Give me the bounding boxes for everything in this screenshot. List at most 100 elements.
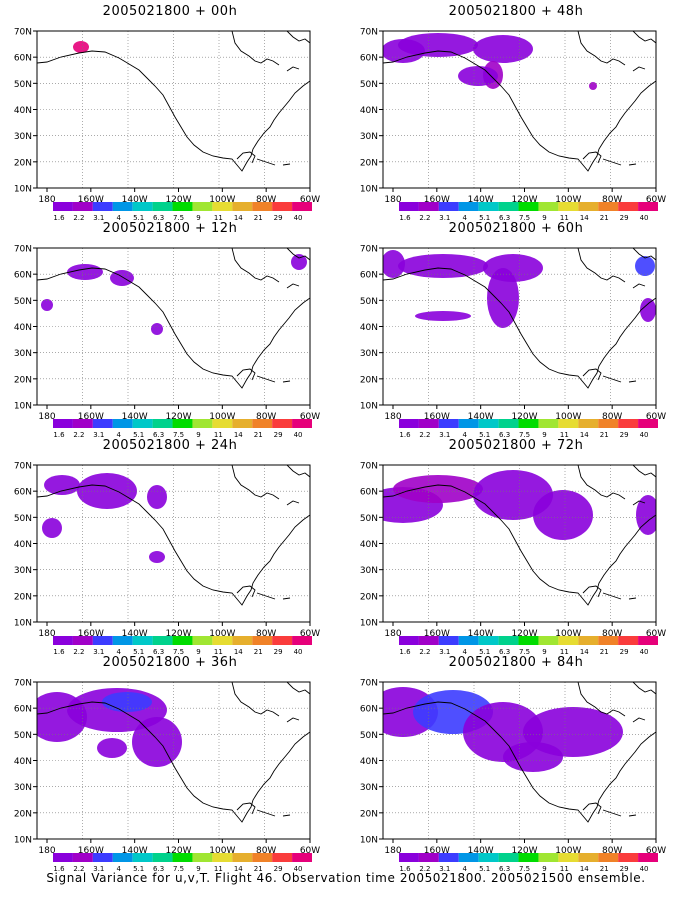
- colorbar-swatch: [72, 202, 93, 211]
- latitude-label: 40N: [14, 323, 32, 333]
- latitude-label: 10N: [360, 185, 378, 195]
- variance-contour: [415, 311, 471, 321]
- latitude-label: 60N: [360, 54, 378, 64]
- variance-contour: [636, 495, 656, 535]
- latitude-label: 20N: [14, 375, 32, 385]
- coastline: [256, 592, 276, 600]
- colorbar-swatch: [538, 202, 559, 211]
- latitude-label: 20N: [360, 592, 378, 602]
- variance-contour: [44, 475, 80, 495]
- colorbar-label: 14: [580, 865, 589, 871]
- longitude-label: 140W: [468, 195, 494, 205]
- latitude-label: 70N: [360, 28, 378, 38]
- colorbar-label: 11: [214, 214, 223, 220]
- longitude-label: 100W: [209, 629, 235, 639]
- coastline: [628, 380, 637, 383]
- colorbar-swatch: [578, 853, 599, 862]
- latitude-label: 20N: [360, 375, 378, 385]
- latitude-label: 50N: [14, 297, 32, 307]
- latitude-label: 20N: [360, 158, 378, 168]
- colorbar-label: 11: [560, 431, 569, 437]
- longitude-label: 180: [384, 195, 401, 205]
- coastline: [286, 248, 310, 261]
- latitude-label: 10N: [360, 836, 378, 846]
- colorbar-label: 21: [600, 865, 609, 871]
- panel-title: 2005021800 + 12h: [102, 221, 238, 236]
- colorbar-swatch: [192, 419, 213, 428]
- longitude-label: 140W: [122, 629, 148, 639]
- colorbar-label: 29: [620, 214, 629, 220]
- colorbar-label: 11: [560, 214, 569, 220]
- colorbar-swatch: [252, 636, 273, 645]
- map-panel: 2005021800 + 84h 70N 60N 50N 40N 30N 20N 10N 180…: [346, 655, 686, 871]
- latitude-label: 10N: [360, 619, 378, 629]
- colorbar-label: 2.2: [419, 214, 430, 220]
- colorbar-swatch: [438, 419, 459, 428]
- latitude-label: 10N: [14, 402, 32, 412]
- colorbar-swatch: [92, 853, 113, 862]
- longitude-label: 100W: [209, 846, 235, 856]
- longitude-label: 120W: [511, 412, 537, 422]
- coastline: [632, 682, 656, 695]
- panel-title: 2005021800 + 84h: [448, 655, 584, 670]
- colorbar-swatch: [292, 202, 312, 211]
- colorbar-swatch: [53, 636, 73, 645]
- colorbar-swatch: [618, 419, 639, 428]
- coastline: [286, 283, 300, 289]
- coastline: [37, 267, 310, 389]
- colorbar-swatch: [132, 419, 153, 428]
- latitude-label: 60N: [14, 54, 32, 64]
- colorbar-swatch: [478, 853, 499, 862]
- colorbar-swatch: [518, 202, 539, 211]
- colorbar-swatch: [92, 419, 113, 428]
- variance-contour: [73, 41, 89, 53]
- colorbar-label: 40: [294, 865, 303, 871]
- colorbar-label: 6.3: [153, 648, 164, 654]
- colorbar-label: 1.6: [399, 865, 411, 871]
- colorbar-label: 1.6: [53, 865, 65, 871]
- longitude-label: 140W: [468, 629, 494, 639]
- longitude-label: 80W: [256, 412, 276, 422]
- longitude-label: 80W: [602, 412, 622, 422]
- colorbar-swatch: [518, 636, 539, 645]
- colorbar-swatch: [72, 853, 93, 862]
- colorbar-label: 14: [580, 214, 589, 220]
- map-panel: 2005021800 + 48h 70N 60N 50N 40N 30N 20N 10N 180…: [346, 4, 686, 220]
- longitude-label: 100W: [555, 629, 581, 639]
- latitude-label: 40N: [360, 323, 378, 333]
- colorbar-swatch: [252, 419, 273, 428]
- latitude-label: 70N: [14, 245, 32, 255]
- colorbar-swatch: [292, 853, 312, 862]
- colorbar-label: 29: [274, 865, 283, 871]
- colorbar-label: 2.2: [73, 431, 84, 437]
- colorbar-label: 5.1: [479, 648, 490, 654]
- coastline: [602, 809, 622, 817]
- longitude-label: 100W: [555, 846, 581, 856]
- colorbar-label: 40: [640, 214, 649, 220]
- colorbar-swatch: [272, 636, 293, 645]
- colorbar-label: 3.1: [93, 865, 104, 871]
- colorbar: 1.6 2.2 3.1 4 5.1 6.3 7.5 9 11 14 21 29 40: [399, 202, 658, 220]
- latitude-label: 40N: [14, 106, 32, 116]
- panel-title: 2005021800 + 48h: [448, 4, 584, 19]
- colorbar-label: 5.1: [133, 431, 144, 437]
- longitude-label: 180: [384, 629, 401, 639]
- variance-map: 70N 60N 50N 40N 30N 20N 10N 180 160W 140W 120W 100W…: [360, 28, 666, 221]
- map-panel: 2005021800 + 00h 70N 60N 50N 40N 30N 20N 10N 180…: [0, 4, 340, 220]
- colorbar-label: 4: [117, 648, 122, 654]
- latitude-label: 40N: [14, 757, 32, 767]
- colorbar-swatch: [558, 636, 579, 645]
- coastline: [286, 682, 310, 695]
- colorbar: 1.6 2.2 3.1 4 5.1 6.3 7.5 9 11 14 21 29 40: [53, 636, 312, 654]
- colorbar-label: 6.3: [153, 865, 164, 871]
- colorbar-swatch: [478, 419, 499, 428]
- longitude-label: 120W: [511, 195, 537, 205]
- latitude-label: 10N: [14, 185, 32, 195]
- colorbar-label: 9: [196, 865, 200, 871]
- coastline: [256, 809, 276, 817]
- colorbar-label: 3.1: [439, 214, 450, 220]
- colorbar-swatch: [172, 419, 193, 428]
- map-panel: 2005021800 + 24h 70N 60N 50N 40N 30N 20N 10N 180…: [0, 438, 340, 654]
- colorbar-label: 9: [542, 431, 546, 437]
- coastline: [231, 31, 280, 66]
